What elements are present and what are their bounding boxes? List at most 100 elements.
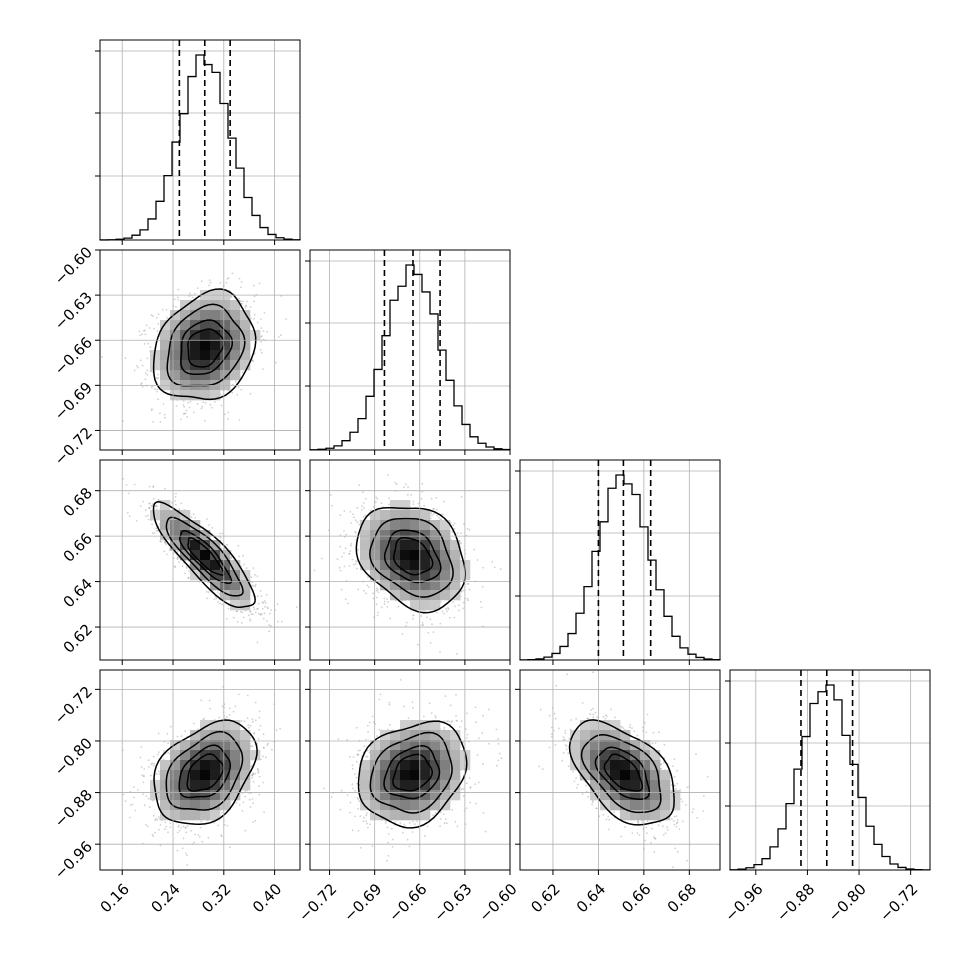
panel-2-1-point [336, 558, 339, 560]
panel-2-0-point [157, 499, 160, 501]
panel-2-0-point [257, 595, 259, 598]
panel-2-1-density-cell [400, 540, 411, 551]
panel-1-0-point [182, 404, 185, 406]
panel-2-0-contour-0 [187, 536, 225, 576]
panel-2-0-point [207, 581, 209, 584]
panel-2-0-density-cell [190, 550, 201, 561]
panel-1-0-point [280, 295, 282, 297]
panel-2-0-point [155, 508, 158, 511]
panel-2-0-point [269, 625, 272, 627]
panel-2-1-density-cell [430, 600, 441, 611]
panel-2-1-point [412, 614, 415, 617]
panel-2-1-point [372, 506, 375, 508]
panel-1-0-density-cell [160, 370, 171, 381]
panel-2-1-point [362, 507, 365, 509]
panel-2-1-point [403, 486, 406, 489]
panel-1-0-point [219, 281, 222, 284]
panel-3-0-point [263, 811, 265, 814]
panel-2-0-point [188, 570, 190, 572]
panel-2-1-point [443, 612, 445, 615]
panel-3-0-point [178, 829, 181, 832]
panel-1-0-point [149, 370, 152, 372]
panel-2-0-point [156, 529, 159, 532]
panel-2-1-point [372, 597, 375, 600]
panel-1-0-point [192, 411, 195, 414]
panel-2-0-point [253, 608, 256, 610]
panel-2-0-point [230, 557, 233, 560]
panel-2-1-point [479, 600, 482, 603]
panel-2-0-point [152, 498, 155, 500]
panel-2-1-point [313, 569, 316, 572]
panel-1-0-density-cell [180, 360, 191, 371]
panel-1-0-point [146, 373, 149, 376]
panel-2-1-point [443, 500, 446, 503]
panel-2-1-point [481, 585, 484, 588]
panel-2-0-point [148, 507, 151, 509]
panel-3-0-point [159, 844, 162, 847]
panel-1-0-point [253, 313, 256, 316]
panel-2-1-density-cell [450, 540, 461, 551]
panel-1-0-density-cell [170, 310, 181, 321]
panel-2-0-point [251, 584, 254, 587]
panel-2-1-point [350, 522, 352, 524]
panel-2-1-point [452, 524, 455, 527]
panel-2-1-density-cell [420, 520, 431, 531]
corner-panels: −0.96 −0.88 −0.80 −0.72−0.72−0.69−0.66−0.63… [51, 39, 931, 925]
panel-2-0-point [259, 613, 262, 615]
panel-2-1-point [356, 521, 359, 523]
panel-1-0-density-cell [180, 390, 191, 401]
panel-1-0-point [237, 386, 240, 389]
panel-2-0-density-cell [190, 520, 201, 531]
panel-2-0-point [127, 492, 130, 495]
panel-2-0-point [155, 527, 158, 530]
panel-2-0-density-cell [210, 580, 221, 591]
panel-1-0-point [252, 360, 255, 363]
panel-2-1-density-cell [360, 520, 371, 531]
panel-2-1-density-cell [370, 510, 381, 521]
panel-2-1-point [365, 592, 367, 595]
panel-2-0-point [194, 517, 197, 519]
panel-3-0-point [176, 735, 179, 738]
panel-3-0-point [193, 841, 196, 844]
panel-2-1-point [389, 617, 392, 620]
panel-1-0-density-cell [210, 390, 221, 401]
panel-2-0-point [232, 616, 235, 619]
panel-2-1-point [448, 616, 451, 619]
panel-1-0-density-cell [210, 320, 221, 331]
panel-2-0-density-cell [160, 530, 171, 541]
panel-1-0-point [223, 413, 226, 416]
panel-3-0-point [154, 819, 157, 822]
panel-2-1-point [491, 560, 494, 563]
panel-2-1-density-cell [420, 550, 431, 561]
panel-1-0-point [164, 416, 166, 419]
panel-2-0-contour-3 [152, 501, 256, 609]
panel-1-0-density-cell [220, 320, 231, 331]
panel-2-0-point [266, 620, 268, 622]
panel-2-1-point [354, 519, 357, 522]
panel-2-0-point [176, 557, 179, 560]
panel-2-1-density-cell [400, 500, 411, 511]
panel-1-0-point [238, 419, 241, 421]
panel-2-1-contour-2 [369, 517, 454, 598]
panel-1-0-point [144, 372, 147, 374]
panel-1-0-point [186, 415, 189, 418]
panel-2-1-density-cell [410, 600, 421, 611]
panel-3-0-point [177, 826, 180, 828]
panel-1-0-point [238, 277, 241, 280]
panel-1-0-density-cell [150, 360, 161, 371]
panel-2-0-point [263, 612, 266, 615]
panel-2-1-density-cell [390, 500, 401, 511]
panel-3-0-point [226, 716, 228, 718]
panel-2-0-point [261, 601, 264, 604]
panel-2-1-point [343, 530, 345, 532]
panel-2-1-point [363, 589, 365, 592]
panel-2-0-point [240, 610, 242, 613]
panel-2-0-density-cell [200, 570, 211, 581]
panel-2-1-density-cell [400, 520, 411, 531]
panel-2-0-point [154, 504, 157, 507]
panel-3-0-point [258, 716, 261, 719]
panel-1-0-point [157, 377, 160, 380]
panel-3-0-point [143, 804, 146, 807]
panel-1-0-point [122, 420, 124, 422]
panel-1-0-point [156, 390, 159, 393]
